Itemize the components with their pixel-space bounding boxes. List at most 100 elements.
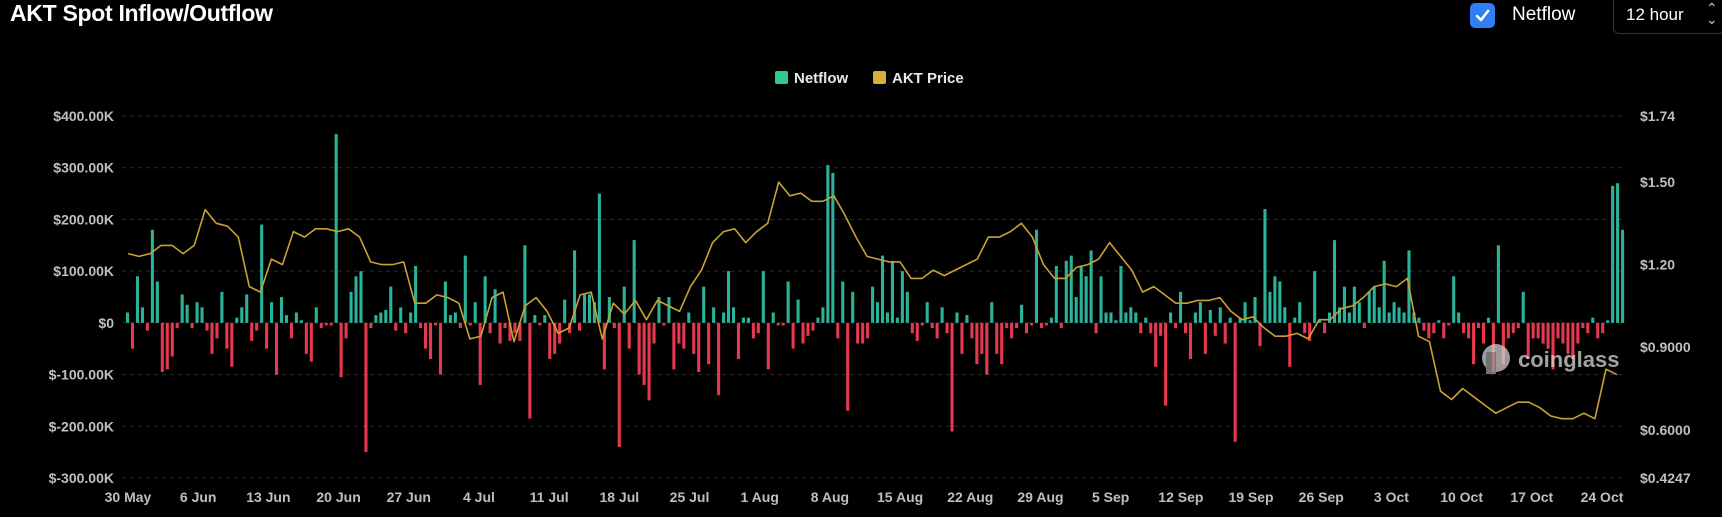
netflow-bar [1581,322,1585,329]
netflow-bar [175,322,179,329]
x-tick-label: 4 Jul [463,489,495,505]
netflow-bar [334,134,338,323]
netflow-bar [195,302,199,323]
netflow-bar [1556,322,1560,339]
netflow-bar [1327,312,1332,323]
netflow-bar [389,286,393,323]
netflow-bar [826,165,830,323]
netflow-bar [692,322,696,354]
netflow-bar [1039,322,1043,329]
netflow-bar [304,322,308,354]
netflow-bar [811,322,815,331]
netflow-checkbox[interactable] [1470,3,1495,28]
netflow-bar [1377,307,1381,323]
netflow-bar [736,322,741,360]
netflow-bar [622,286,626,323]
netflow-bar [1467,322,1471,339]
x-tick-label: 15 Aug [877,489,923,505]
x-tick-label: 11 Jul [530,489,569,505]
netflow-bar [1124,312,1128,323]
netflow-checkbox-label[interactable]: Netflow [1512,4,1576,25]
netflow-bar [190,322,194,329]
netflow-bar [573,250,577,323]
netflow-bar [1303,322,1307,334]
netflow-bar [1318,320,1322,323]
netflow-bar [885,312,890,323]
y-right-tick-label: $1.20 [1640,257,1675,273]
netflow-bar [1228,317,1232,323]
netflow-bar [771,312,775,323]
netflow-bar [682,322,686,349]
netflow-bar [1332,240,1337,323]
netflow-bar [235,317,239,323]
interval-select[interactable]: 12 hour ⌃ ⌄ [1613,0,1722,34]
netflow-bar [1020,304,1024,323]
netflow-bar [1516,322,1520,329]
netflow-bar [871,286,875,323]
netflow-bar [180,294,184,323]
netflow-bar [240,307,244,323]
netflow-bar [299,320,303,323]
netflow-bar [1243,302,1247,323]
netflow-bar [1313,271,1317,323]
netflow-bar [955,312,959,323]
netflow-bar [1526,322,1530,360]
netflow-bar [1596,322,1600,339]
netflow-bar [1188,322,1192,360]
y-right-tick-label: $0.9000 [1640,339,1691,355]
netflow-bar [150,229,154,323]
price-series-line [127,181,1618,420]
netflow-bar [493,289,497,323]
netflow-bar [612,322,616,329]
netflow-bar [508,322,512,341]
netflow-bar [1094,322,1098,334]
netflow-bar [1536,322,1540,339]
netflow-bar [1213,322,1217,336]
netflow-bar [1005,322,1009,329]
netflow-bar [1412,312,1416,323]
netflow-bar [602,322,606,370]
legend-label-netflow: Netflow [794,70,848,87]
x-tick-label: 5 Sep [1092,489,1129,505]
netflow-bar [831,172,835,323]
netflow-bar [1154,322,1158,367]
netflow-bar [215,322,219,339]
legend-label-price: AKT Price [892,70,964,87]
netflow-bar [1541,322,1545,344]
netflow-bar [786,281,790,323]
netflow-bar [543,315,547,323]
netflow-bar [756,322,760,334]
netflow-bar [1476,322,1481,329]
netflow-bar [513,322,517,334]
netflow-bar [1044,322,1048,326]
netflow-bar [821,307,825,323]
x-tick-label: 1 Aug [741,489,779,505]
netflow-bar [245,294,249,323]
netflow-bar [1253,297,1257,323]
netflow-bar [463,255,467,323]
netflow-bar [275,322,279,375]
netflow-bar [1104,312,1108,323]
netflow-bar [1208,309,1212,323]
netflow-bar [354,276,358,323]
netflow-bar [876,302,880,323]
netflow-bar [553,322,557,354]
netflow-bar [1392,302,1396,323]
netflow-bar [687,312,691,323]
netflow-bar [975,322,979,365]
netflow-bar [145,322,149,331]
netflow-bar [1149,322,1153,334]
netflow-bar [910,322,914,334]
y-right-tick-label: $1.50 [1640,174,1675,190]
netflow-bar [677,322,681,344]
netflow-bar [409,312,413,323]
netflow-bar [1015,322,1019,329]
netflow-bar [279,297,284,323]
netflow-bar [359,271,363,323]
netflow-bar [1099,276,1103,323]
chart-grid [122,115,1625,479]
netflow-bar [255,322,259,331]
netflow-bar [1069,255,1073,323]
netflow-bar [548,322,552,360]
netflow-bar [1571,322,1575,360]
